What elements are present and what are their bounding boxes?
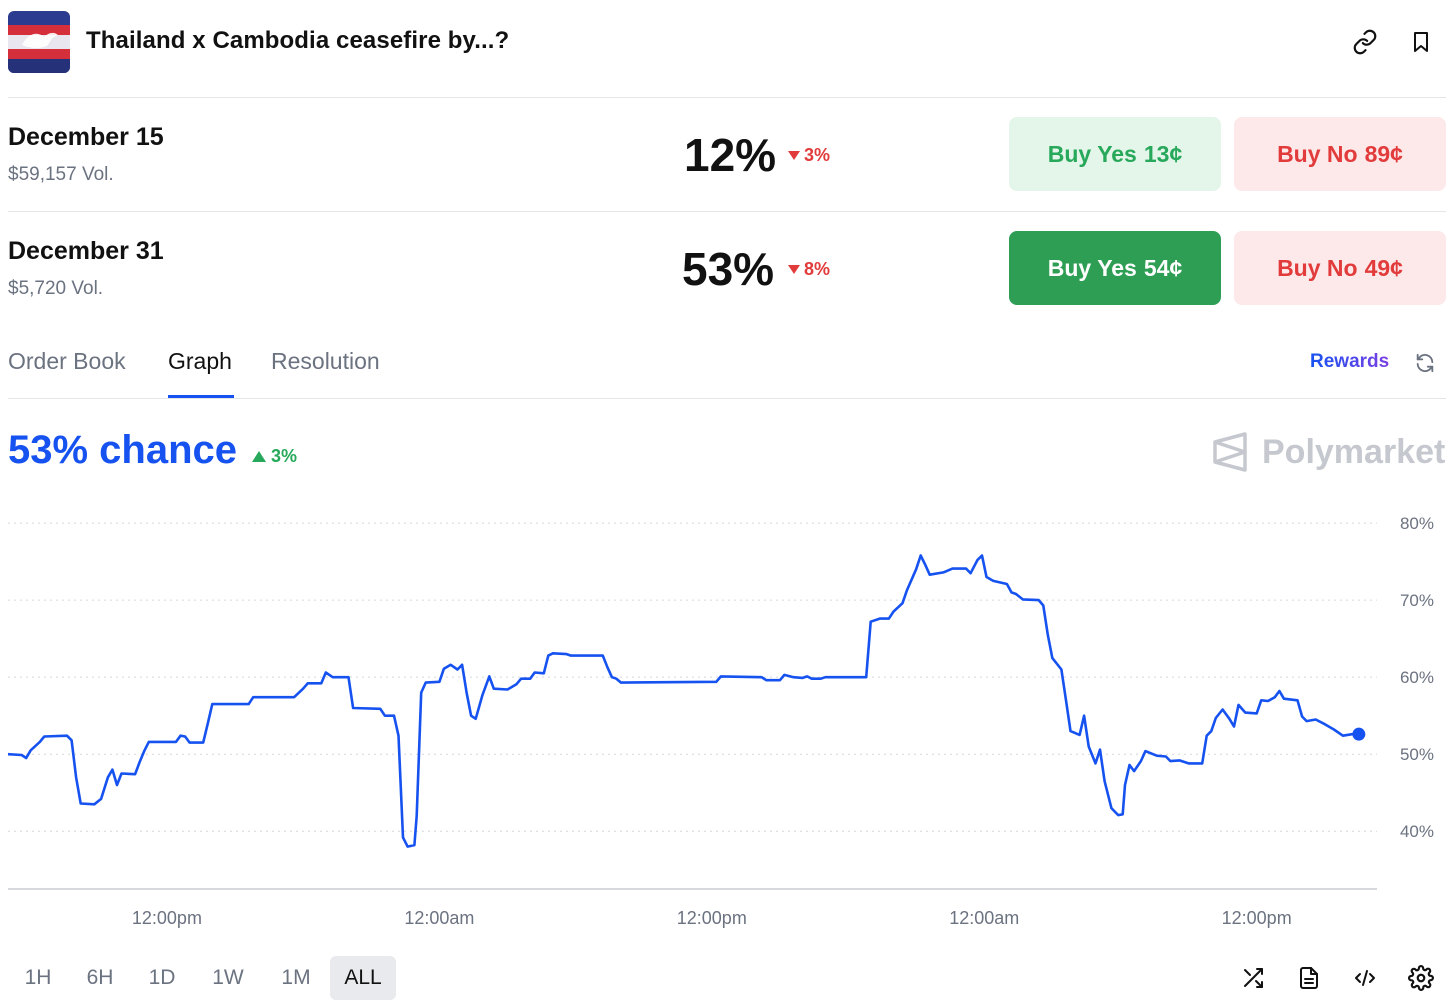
buy-yes-button[interactable]: Buy Yes 54¢: [1009, 231, 1221, 305]
market-change: 3%: [788, 145, 830, 166]
price-series-line: [7, 554, 1359, 848]
up-arrow-icon: [252, 451, 266, 462]
buy-no-price: 49¢: [1364, 254, 1403, 281]
active-tab-indicator: [168, 395, 234, 398]
y-tick-label: 40%: [1400, 822, 1434, 841]
market-volume: $5,720 Vol.: [8, 278, 104, 299]
range-1d[interactable]: 1D: [148, 966, 176, 989]
chance-change: 3%: [252, 446, 297, 467]
down-arrow-icon: [788, 151, 800, 160]
x-axis-labels: 12:00pm 12:00am 12:00pm 12:00am 12:00pm: [132, 908, 1292, 928]
market-change-value: 3%: [804, 145, 831, 165]
shuffle-icon[interactable]: [1238, 963, 1268, 993]
buy-yes-price: 13¢: [1143, 140, 1183, 167]
buy-no-price: 89¢: [1364, 140, 1403, 167]
market-title: Thailand x Cambodia ceasefire by...?: [86, 27, 510, 54]
x-tick-label: 12:00pm: [1222, 908, 1292, 928]
range-1h[interactable]: 1H: [24, 966, 52, 989]
tab-resolution[interactable]: Resolution: [271, 348, 380, 374]
buy-no-label: Buy No: [1277, 140, 1358, 167]
chance-value: 53% chance: [8, 428, 238, 472]
x-tick-label: 12:00pm: [677, 908, 747, 928]
rewards-link[interactable]: Rewards: [1310, 351, 1390, 372]
settings-icon[interactable]: [1406, 963, 1436, 993]
buy-yes-price: 54¢: [1143, 254, 1183, 281]
buy-yes-label: Buy Yes: [1047, 140, 1137, 167]
down-arrow-icon: [788, 265, 800, 274]
market-name: December 31: [8, 237, 164, 265]
range-1m[interactable]: 1M: [281, 966, 311, 989]
y-tick-label: 70%: [1400, 591, 1434, 610]
market-change-value: 8%: [804, 259, 831, 279]
current-price-dot: [1352, 727, 1366, 741]
refresh-icon[interactable]: [1411, 349, 1439, 377]
tab-order-book[interactable]: Order Book: [8, 348, 126, 374]
row-divider: [8, 211, 1446, 212]
chart-gridlines: [8, 522, 1377, 832]
polymarket-icon: [1213, 432, 1247, 472]
range-all[interactable]: ALL: [330, 956, 396, 1000]
y-axis-labels: 80% 70% 60% 50% 40%: [1400, 514, 1434, 841]
header-divider: [8, 97, 1446, 98]
polymarket-logo: Polymarket: [1212, 432, 1445, 472]
tabs-divider: [8, 398, 1446, 399]
code-icon[interactable]: [1350, 963, 1380, 993]
x-tick-label: 12:00pm: [132, 908, 202, 928]
buy-no-label: Buy No: [1277, 254, 1358, 281]
buy-yes-button[interactable]: Buy Yes 13¢: [1009, 117, 1221, 191]
market-thumbnail: [8, 11, 70, 73]
bookmark-icon[interactable]: [1406, 27, 1436, 57]
x-tick-label: 12:00am: [949, 908, 1019, 928]
range-6h[interactable]: 6H: [86, 966, 114, 989]
x-tick-label: 12:00am: [404, 908, 474, 928]
price-chart[interactable]: 80%70%60%50%40% 12:00pm 12:00am 12:00pm 12:…: [0, 500, 1456, 940]
market-change: 8%: [788, 259, 830, 280]
buy-yes-label: Buy Yes: [1047, 254, 1137, 281]
buy-no-button[interactable]: Buy No 89¢: [1234, 117, 1446, 191]
tab-graph[interactable]: Graph: [168, 348, 232, 374]
market-percent: 12%: [684, 129, 777, 181]
market-name: December 15: [8, 123, 164, 151]
link-icon[interactable]: [1350, 27, 1380, 57]
buy-no-button[interactable]: Buy No 49¢: [1234, 231, 1446, 305]
document-icon[interactable]: [1294, 963, 1324, 993]
market-volume: $59,157 Vol.: [8, 164, 114, 185]
y-tick-label: 50%: [1400, 745, 1434, 764]
y-tick-label: 80%: [1400, 514, 1434, 533]
y-tick-label: 60%: [1400, 668, 1434, 687]
market-percent: 53%: [682, 243, 775, 295]
chance-change-value: 3%: [271, 446, 298, 466]
range-1w[interactable]: 1W: [212, 966, 244, 989]
brand-name: Polymarket: [1262, 432, 1446, 471]
